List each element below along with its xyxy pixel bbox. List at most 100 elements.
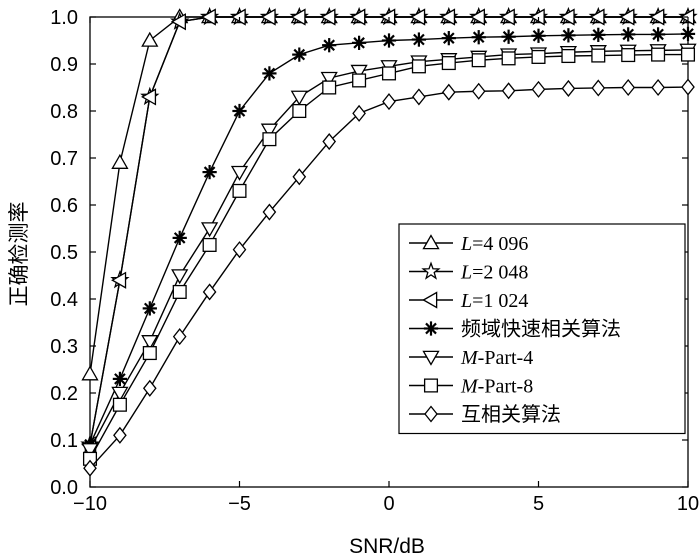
legend-label-italic: M [460,376,479,398]
legend-label: 频域快速相关算法 [461,318,621,341]
data-point [619,8,635,26]
data-point [469,8,485,26]
data-point [350,64,368,80]
legend-item: 互相关算法 [409,403,561,426]
data-point [501,82,516,100]
data-point [292,168,307,186]
legend-label-text: =1 024 [472,290,528,312]
data-point [411,32,427,47]
series-7 [83,78,695,477]
data-point [499,8,515,26]
data-point [290,90,308,106]
data-point [411,59,426,74]
legend-marker [423,321,439,336]
data-point [410,8,426,26]
legend-label: L=4 096 [460,233,528,255]
data-point [230,165,249,181]
x-tick-label: 5 [533,493,544,515]
data-point [81,443,99,459]
data-point [381,66,397,81]
data-point [141,31,159,47]
legend-label-italic: L [460,233,472,255]
data-point [352,104,366,122]
data-point [621,27,636,42]
data-point [412,88,426,106]
data-point [111,153,129,169]
data-point [202,164,217,180]
legend-marker [421,261,441,280]
legend-label-text: =2 048 [472,262,528,284]
y-axis-title: 正确检测率 [8,202,31,307]
data-point [441,56,456,71]
data-point [531,28,546,43]
data-point [441,83,456,101]
legend-label-italic: L [460,290,472,312]
data-point [172,284,187,299]
data-point [680,26,696,42]
x-tick-label: −10 [73,493,107,515]
y-tick-label: 0.5 [50,242,78,264]
data-point [621,78,636,97]
data-point [322,133,337,151]
data-point [232,103,247,119]
data-point [200,8,216,26]
data-point [290,8,306,26]
data-point [83,459,97,477]
data-point [529,8,545,26]
data-point [260,123,279,139]
data-point [113,426,127,444]
legend-item: L=1 024 [409,290,528,312]
y-tick-label: 0.8 [50,101,78,123]
data-point [531,49,546,64]
legend-label: L=1 024 [460,290,528,312]
legend-label: M-Part-8 [460,376,533,398]
legend-label: M-Part-4 [460,347,533,369]
data-point [471,53,486,68]
data-point [441,31,456,46]
legend-marker [422,234,440,250]
data-point [260,8,276,26]
data-point [320,71,338,87]
data-point [621,48,636,63]
data-point [591,27,606,42]
data-point [142,301,157,316]
data-point [589,8,605,26]
data-point [591,48,606,63]
x-tick-label: 10 [677,493,699,515]
data-point [111,386,129,402]
legend-label-text: 频域快速相关算法 [461,318,621,341]
data-point [232,183,247,198]
data-point [232,241,247,259]
legend-label-italic: L [460,262,472,284]
data-point [170,13,186,31]
data-point [292,103,307,119]
data-point [559,8,575,26]
data-point [350,8,366,26]
axes: −10 −5 0 5 10 0.0 0.1 0.2 0.3 0.4 0.5 0.6 0.7 0.8 0.9 1… [8,7,699,558]
data-point [142,346,157,361]
data-point [439,8,456,26]
data-point [322,80,337,95]
data-point [140,88,157,106]
data-point [322,38,337,53]
data-point [471,30,486,45]
data-point [531,80,546,98]
data-point [81,365,99,381]
data-point [561,28,576,43]
legend-label-italic: M [460,347,479,369]
data-point [650,27,666,42]
data-point [561,48,576,64]
legend-marker [422,291,438,309]
data-point [200,222,219,238]
data-point [381,33,397,48]
data-point [171,269,189,285]
data-point [111,271,127,289]
data-point [649,8,665,26]
data-point [651,47,666,62]
data-point [172,230,187,246]
data-point [202,237,217,252]
legend-item: M-Part-8 [409,376,533,398]
data-point [501,29,516,44]
legend-marker [422,350,440,366]
legend-marker [424,405,438,423]
